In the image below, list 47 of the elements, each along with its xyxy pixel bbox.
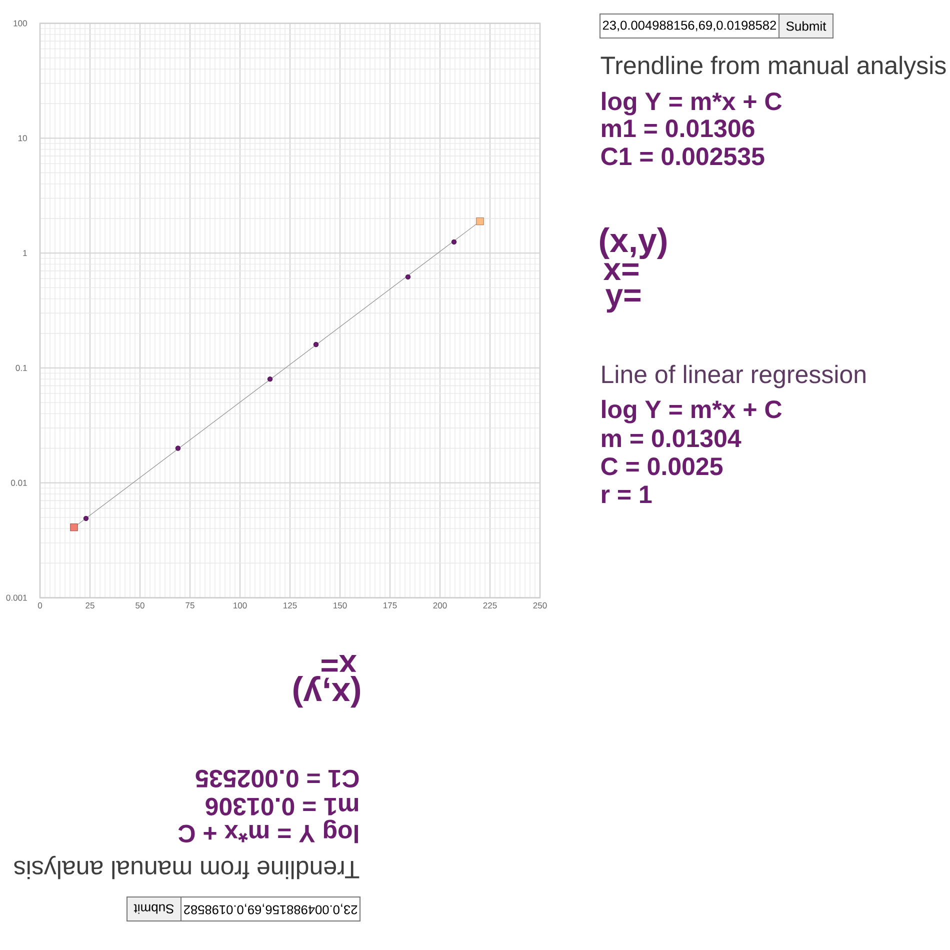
text: m = 0.01304 <box>602 430 742 448</box>
text: C = 0.0025 <box>601 458 723 476</box>
text: C1 = 0.002535 <box>196 770 359 788</box>
point <box>83 516 89 522</box>
text: C1 = 0.002535 <box>601 148 764 166</box>
point <box>313 342 319 348</box>
text: 23,0.004988156,69,0.0198582 <box>602 20 776 32</box>
text: m1 = 0.01306 <box>206 798 358 816</box>
y-tick-label: 100 <box>14 20 27 26</box>
x-tick-label: 225 <box>483 602 497 608</box>
x-tick-label: 150 <box>334 602 347 608</box>
x-tick-label: 75 <box>186 602 194 608</box>
y-tick-label: 0.01 <box>11 480 27 486</box>
text: (x,y) <box>600 227 666 260</box>
x-tick-label: 175 <box>384 602 397 608</box>
text: log Y = m*x + C <box>178 820 358 844</box>
text: x= <box>322 655 357 672</box>
text: m1 = 0.01306 <box>602 120 754 138</box>
x-tick-label: 100 <box>234 602 247 608</box>
x-tick-label: 125 <box>284 602 297 608</box>
text: log Y = m*x + C <box>602 400 782 424</box>
text: 23,0.004988156,69,0.0198582 <box>184 904 358 914</box>
text: log Y = m*x + C <box>602 92 782 116</box>
point <box>476 217 484 226</box>
point <box>267 376 273 382</box>
text: x= <box>603 263 638 280</box>
text: Line of linear regression <box>602 364 866 388</box>
point <box>405 274 411 280</box>
text: Submit <box>786 21 826 31</box>
y-tick-label: 0.1 <box>16 364 27 371</box>
x-tick-label: 25 <box>86 602 94 608</box>
x-tick-label: 250 <box>533 602 547 608</box>
text: y= <box>606 289 640 313</box>
point <box>70 523 78 532</box>
y-tick-label: 1 <box>23 250 27 256</box>
text: r = 1 <box>602 486 652 504</box>
x-tick-label: 200 <box>433 602 447 608</box>
x-tick-label: 0 <box>38 602 42 608</box>
text: Trendline from manual analysis <box>600 56 946 80</box>
text: Trendline from manual analysis <box>14 856 360 880</box>
point <box>175 446 181 451</box>
point <box>451 239 457 245</box>
y-tick-label: 0.001 <box>6 594 27 601</box>
y-tick-label: 10 <box>18 135 27 142</box>
x-tick-label: 50 <box>136 602 144 608</box>
text: Submit <box>134 904 174 914</box>
text: (x,y) <box>294 676 360 708</box>
